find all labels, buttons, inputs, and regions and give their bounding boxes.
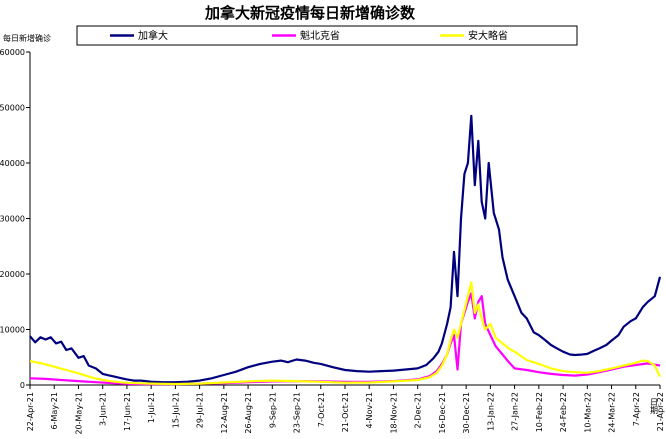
x-ticks: 22-Apr-21 6-May-21 20-May-21 3-Jun-21 17-Jun… — [26, 385, 665, 435]
chart-title: 加拿大新冠疫情每日新增确诊数 — [204, 4, 416, 22]
x-tick-label: 1-Jul-21 — [147, 392, 156, 423]
x-tick-label: 22-Apr-21 — [26, 392, 35, 431]
x-tick-label: 16-Dec-21 — [438, 392, 447, 434]
x-tick-label: 21-Apr-22 — [656, 392, 665, 431]
x-tick-label: 6-May-21 — [50, 392, 59, 429]
x-tick-label: 10-Mar-22 — [583, 392, 592, 433]
y-tick-label: 50000 — [0, 104, 25, 113]
y-tick-label: 40000 — [0, 159, 25, 168]
x-tick-label: 27-Jan-22 — [511, 392, 520, 431]
legend: 加拿大 魁北克省 安大略省 — [110, 29, 508, 42]
x-tick-label: 20-May-21 — [74, 392, 83, 435]
x-tick-label: 18-Nov-21 — [389, 392, 398, 434]
series-line-2 — [29, 281, 661, 386]
x-tick-label: 13-Jan-22 — [486, 392, 495, 431]
x-tick-label: 15-Jul-21 — [171, 392, 180, 428]
x-tick-label: 17-Jun-21 — [123, 392, 132, 431]
legend-box — [76, 25, 578, 46]
x-tick-label: 30-Dec-21 — [462, 392, 471, 434]
x-tick-label: 29-Jul-21 — [196, 392, 205, 428]
y-tick-label: 10000 — [0, 326, 25, 335]
x-tick-label: 2-Dec-21 — [414, 392, 423, 429]
y-axis-label: 每日新增确诊 — [3, 33, 51, 43]
x-tick-label: 3-Jun-21 — [99, 392, 108, 426]
x-tick-label: 7-Apr-22 — [632, 392, 641, 426]
legend-label-0: 加拿大 — [138, 29, 168, 42]
series-lines — [29, 114, 662, 386]
x-tick-label: 10-Feb-22 — [535, 392, 544, 432]
x-tick-label: 12-Aug-21 — [220, 392, 229, 434]
x-tick-label: 21-Oct-21 — [341, 392, 350, 432]
x-tick-label: 4-Nov-21 — [365, 392, 374, 428]
x-axis-end-label: 日期 — [650, 398, 659, 415]
x-tick-label: 9-Sep-21 — [268, 392, 277, 428]
legend-label-2: 安大略省 — [468, 29, 508, 42]
y-tick-label: 30000 — [0, 215, 25, 224]
y-tick-label: 0 — [20, 381, 25, 390]
x-tick-label: 24-Mar-22 — [608, 392, 617, 433]
x-tick-label: 26-Aug-21 — [244, 392, 253, 434]
series-line-0 — [29, 114, 662, 384]
x-tick-label: 24-Feb-22 — [559, 392, 568, 432]
x-tick-label: 23-Sep-21 — [293, 392, 302, 433]
y-tick-label: 20000 — [0, 270, 25, 279]
x-tick-label: 7-Oct-21 — [317, 392, 326, 427]
legend-label-1: 魁北克省 — [300, 29, 340, 42]
y-ticks: 0 10000 20000 30000 40000 50000 60000 — [0, 48, 30, 390]
axes — [29, 52, 660, 388]
y-tick-label: 60000 — [0, 48, 25, 57]
